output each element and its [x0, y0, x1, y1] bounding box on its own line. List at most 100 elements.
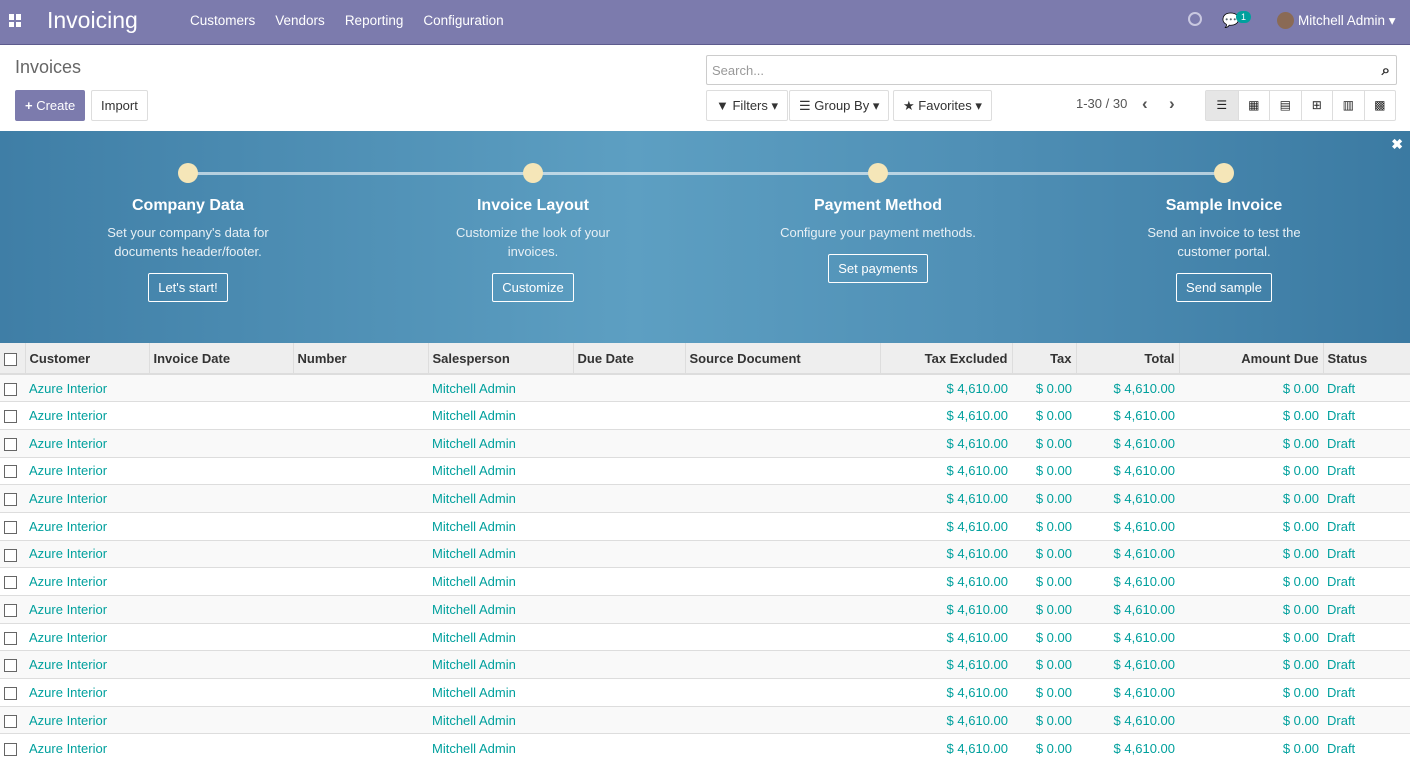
tax-excluded-cell[interactable]: $ 4,610.00: [880, 650, 1012, 679]
status-cell[interactable]: Draft: [1323, 484, 1410, 513]
table-row[interactable]: Azure Interior Mitchell Admin $ 4,610.00 $ …: [0, 373, 1410, 402]
activity-view-icon[interactable]: ▩: [1363, 91, 1396, 120]
customer-cell[interactable]: Azure Interior: [25, 401, 149, 430]
amount-due-cell[interactable]: $ 0.00: [1179, 428, 1323, 458]
pivot-view-icon[interactable]: ⊞: [1300, 91, 1333, 120]
table-row[interactable]: Azure Interior Mitchell Admin $ 4,610.00 $ …: [0, 567, 1410, 596]
col-salesperson[interactable]: Salesperson: [427, 343, 573, 375]
amount-due-cell[interactable]: $ 0.00: [1179, 456, 1323, 485]
row-select[interactable]: [0, 595, 25, 624]
amount-due-cell[interactable]: $ 0.00: [1179, 484, 1323, 513]
salesperson-cell[interactable]: Mitchell Admin: [428, 622, 573, 651]
menu-customers[interactable]: Customers: [190, 13, 256, 28]
customer-cell[interactable]: Azure Interior: [25, 705, 149, 734]
col-total[interactable]: Total: [1075, 343, 1179, 375]
total-cell[interactable]: $ 4,610.00: [1076, 373, 1179, 402]
customer-cell[interactable]: Azure Interior: [25, 456, 149, 485]
table-row[interactable]: Azure Interior Mitchell Admin $ 4,610.00 $ …: [0, 511, 1410, 541]
row-checkbox[interactable]: [4, 686, 17, 700]
list-view-icon[interactable]: ☰: [1206, 91, 1238, 120]
group-by-button[interactable]: ☰ Group By ▾: [789, 90, 890, 121]
app-title[interactable]: Invoicing: [47, 7, 138, 33]
amount-due-cell[interactable]: $ 0.00: [1179, 705, 1323, 734]
tax-cell[interactable]: $ 0.00: [1012, 428, 1076, 458]
tax-cell[interactable]: $ 0.00: [1012, 511, 1076, 541]
amount-due-cell[interactable]: $ 0.00: [1179, 373, 1323, 402]
row-checkbox[interactable]: [4, 410, 17, 424]
col-number[interactable]: Number: [292, 343, 428, 375]
col-invoice-date[interactable]: Invoice Date: [148, 343, 293, 375]
customer-cell[interactable]: Azure Interior: [25, 678, 149, 707]
total-cell[interactable]: $ 4,610.00: [1076, 567, 1179, 596]
customer-cell[interactable]: Azure Interior: [25, 567, 149, 596]
tax-cell[interactable]: $ 0.00: [1012, 622, 1076, 651]
tax-excluded-cell[interactable]: $ 4,610.00: [880, 373, 1012, 402]
favorites-button[interactable]: ★ Favorites ▾: [893, 90, 992, 121]
status-cell[interactable]: Draft: [1323, 428, 1410, 458]
tax-excluded-cell[interactable]: $ 4,610.00: [880, 401, 1012, 430]
status-cell[interactable]: Draft: [1323, 678, 1410, 707]
customer-cell[interactable]: Azure Interior: [25, 484, 149, 513]
tax-excluded-cell[interactable]: $ 4,610.00: [880, 539, 1012, 568]
tax-excluded-cell[interactable]: $ 4,610.00: [880, 511, 1012, 541]
amount-due-cell[interactable]: $ 0.00: [1179, 650, 1323, 679]
row-checkbox[interactable]: [4, 659, 17, 673]
avatar[interactable]: [1277, 12, 1294, 29]
total-cell[interactable]: $ 4,610.00: [1076, 539, 1179, 568]
salesperson-cell[interactable]: Mitchell Admin: [428, 650, 573, 679]
salesperson-cell[interactable]: Mitchell Admin: [428, 484, 573, 513]
status-cell[interactable]: Draft: [1323, 373, 1410, 402]
status-cell[interactable]: Draft: [1323, 539, 1410, 568]
row-select[interactable]: [0, 484, 25, 513]
row-checkbox[interactable]: [4, 714, 17, 728]
user-menu[interactable]: Mitchell Admin ▾: [1298, 13, 1396, 28]
tax-cell[interactable]: $ 0.00: [1012, 733, 1076, 762]
row-checkbox[interactable]: [4, 576, 17, 590]
tax-cell[interactable]: $ 0.00: [1012, 456, 1076, 485]
table-row[interactable]: Azure Interior Mitchell Admin $ 4,610.00 $ …: [0, 484, 1410, 513]
lets-start-button[interactable]: Let's start!: [148, 273, 228, 302]
filters-button[interactable]: ▼ Filters ▾: [706, 90, 789, 121]
graph-view-icon[interactable]: ▥: [1332, 91, 1364, 120]
tax-excluded-cell[interactable]: $ 4,610.00: [880, 678, 1012, 707]
row-checkbox[interactable]: [4, 520, 17, 534]
customer-cell[interactable]: Azure Interior: [25, 650, 149, 679]
total-cell[interactable]: $ 4,610.00: [1076, 484, 1179, 513]
row-checkbox[interactable]: [4, 382, 17, 396]
status-cell[interactable]: Draft: [1323, 650, 1410, 679]
search-icon[interactable]: ⌕: [1381, 62, 1390, 79]
messages-icon[interactable]: 💬: [1222, 12, 1240, 28]
status-cell[interactable]: Draft: [1323, 733, 1410, 762]
table-row[interactable]: Azure Interior Mitchell Admin $ 4,610.00 $ …: [0, 733, 1410, 762]
amount-due-cell[interactable]: $ 0.00: [1179, 595, 1323, 624]
total-cell[interactable]: $ 4,610.00: [1076, 401, 1179, 430]
row-checkbox[interactable]: [4, 742, 17, 756]
tax-excluded-cell[interactable]: $ 4,610.00: [880, 484, 1012, 513]
pager-value[interactable]: 1-30 / 30: [1076, 96, 1128, 111]
col-status[interactable]: Status: [1322, 343, 1410, 375]
customize-button[interactable]: Customize: [492, 273, 574, 302]
row-select[interactable]: [0, 539, 25, 568]
total-cell[interactable]: $ 4,610.00: [1076, 456, 1179, 485]
customer-cell[interactable]: Azure Interior: [25, 733, 149, 762]
search-input[interactable]: Search... ⌕: [706, 55, 1397, 85]
status-cell[interactable]: Draft: [1323, 401, 1410, 430]
tax-excluded-cell[interactable]: $ 4,610.00: [880, 733, 1012, 762]
row-checkbox[interactable]: [4, 631, 17, 645]
tax-cell[interactable]: $ 0.00: [1012, 373, 1076, 402]
close-icon[interactable]: ✖: [1391, 136, 1403, 152]
row-select[interactable]: [0, 456, 25, 485]
tax-cell[interactable]: $ 0.00: [1012, 650, 1076, 679]
menu-vendors[interactable]: Vendors: [275, 13, 325, 28]
amount-due-cell[interactable]: $ 0.00: [1179, 733, 1323, 762]
total-cell[interactable]: $ 4,610.00: [1076, 650, 1179, 679]
salesperson-cell[interactable]: Mitchell Admin: [428, 456, 573, 485]
customer-cell[interactable]: Azure Interior: [25, 622, 149, 651]
select-all-header[interactable]: [0, 343, 25, 375]
customer-cell[interactable]: Azure Interior: [25, 428, 149, 458]
row-checkbox[interactable]: [4, 603, 17, 617]
tax-cell[interactable]: $ 0.00: [1012, 484, 1076, 513]
pager-next-icon[interactable]: ›: [1169, 94, 1175, 113]
col-source-document[interactable]: Source Document: [684, 343, 880, 375]
row-select[interactable]: [0, 511, 25, 541]
